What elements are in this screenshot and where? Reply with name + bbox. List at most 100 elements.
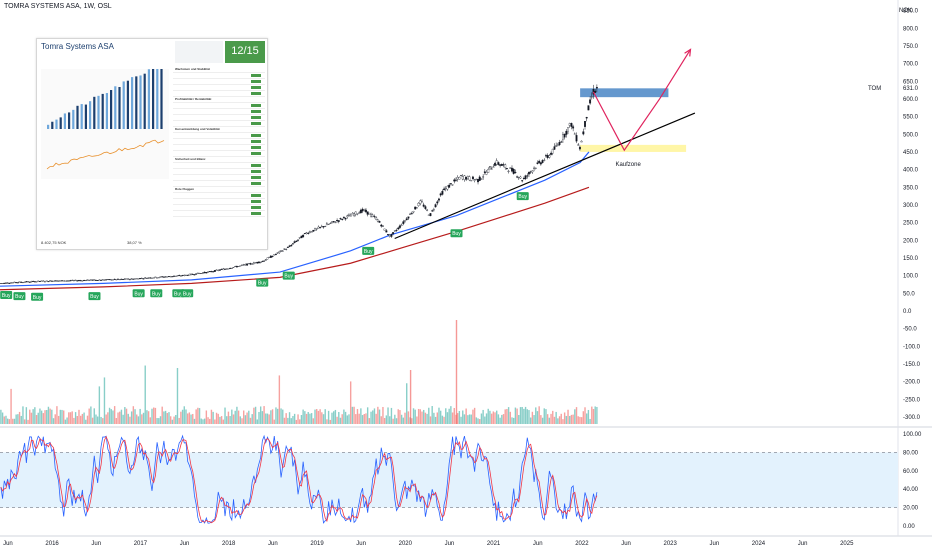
time-tick-label: 2018: [222, 541, 236, 547]
volume-bar: [387, 407, 389, 424]
volume-bar: [356, 409, 359, 424]
price-candle-body: [577, 144, 580, 146]
volume-bar: [293, 413, 296, 424]
volume-bar: [409, 370, 412, 424]
volume-bar: [433, 412, 435, 424]
price-candle-body: [40, 280, 43, 282]
price-candle-body: [110, 279, 113, 281]
price-candle-body: [465, 177, 468, 180]
volume-bar: [490, 413, 493, 424]
volume-bar: [428, 407, 430, 424]
volume-bar: [310, 413, 313, 424]
volume-bar: [127, 413, 129, 424]
volume-bar: [565, 415, 568, 424]
volume-bar: [326, 419, 328, 424]
price-candle-body: [594, 90, 597, 93]
price-tick-label: 200.0: [903, 238, 919, 244]
stochastic-tick-label: 100.00: [903, 432, 922, 438]
price-candle-body: [305, 232, 308, 234]
price-candle-body: [88, 279, 91, 281]
price-candle-body: [332, 221, 335, 223]
price-candle-body: [371, 214, 374, 217]
volume-bar: [441, 415, 444, 424]
price-candle-body: [319, 226, 322, 228]
price-candle-body: [432, 209, 435, 211]
price-candle-body: [526, 175, 529, 177]
price-candle-body: [151, 277, 153, 279]
price-candle-body: [198, 273, 201, 275]
price-candle-body: [32, 280, 35, 282]
volume-bar: [132, 406, 135, 424]
price-tick-label: 450.0: [903, 150, 919, 156]
inset-check-row: [173, 151, 265, 157]
volume-bar: [198, 408, 201, 424]
volume-bar: [560, 413, 562, 424]
volume-bar: [200, 418, 202, 424]
price-tick-label: -100.0: [903, 344, 921, 350]
inset-bar: [160, 69, 163, 130]
volume-bar: [292, 415, 294, 424]
price-candle-body: [509, 167, 512, 169]
price-candle-body: [551, 148, 554, 154]
price-candle-body: [543, 159, 546, 161]
inset-section-header: Rote Flaggen: [173, 187, 265, 193]
price-candle-body: [230, 267, 233, 269]
price-candle-body: [263, 260, 266, 262]
price-candle-body: [52, 280, 55, 282]
time-tick-label: 2024: [752, 541, 766, 547]
price-candle-body: [93, 279, 96, 281]
price-candle-body: [256, 261, 259, 264]
time-tick-label: Jun: [533, 541, 543, 547]
price-candle-body: [179, 275, 182, 277]
buy-signal-box: [362, 246, 375, 255]
buy-signal-box: [88, 292, 101, 301]
price-candle-body: [244, 264, 247, 266]
buy-signal-box: [181, 289, 194, 298]
volume-bar: [480, 413, 483, 424]
price-candle-body: [344, 217, 347, 220]
price-candle-body: [205, 272, 208, 274]
buy-signal: Buy: [181, 289, 194, 298]
inset-check-row: [173, 145, 265, 151]
volume-bar: [482, 409, 484, 424]
price-candle-body: [587, 105, 590, 111]
price-candle-body: [173, 275, 176, 277]
volume-bar: [497, 414, 500, 424]
inset-section-header: Sicherheit und Bilanz: [173, 157, 265, 163]
price-candle-body: [468, 176, 471, 181]
price-tick-label: -250.0: [903, 397, 921, 403]
price-candle-body: [295, 240, 298, 242]
inset-metrics: [175, 41, 223, 63]
volume-bar: [361, 415, 364, 424]
buy-signal: Buy: [150, 289, 163, 298]
price-candle-body: [100, 279, 103, 281]
price-candle-body: [106, 279, 109, 280]
volume-bar: [400, 414, 403, 424]
price-candle-body: [134, 278, 136, 280]
volume-bar: [297, 414, 299, 424]
volume-bar: [349, 381, 352, 424]
volume-bar: [416, 416, 418, 424]
buy-signal-box: [282, 271, 295, 280]
price-candle-body: [130, 278, 133, 280]
volume-bar: [592, 409, 595, 424]
price-candle-body: [381, 225, 384, 227]
inset-score-box: 12/15: [225, 41, 265, 63]
price-candle-body: [507, 170, 510, 172]
volume-bar: [526, 409, 528, 424]
price-candle-body: [550, 152, 553, 155]
price-candle-body: [103, 279, 106, 281]
volume-bar: [417, 408, 420, 424]
inset-mini-chart: [41, 69, 169, 179]
volume-bar: [421, 411, 423, 424]
volume-bar: [226, 416, 228, 424]
price-candle-body: [42, 280, 45, 282]
volume-bar: [390, 407, 393, 424]
price-candle-body: [156, 277, 159, 279]
price-candle-body: [79, 280, 82, 282]
volume-bar: [465, 408, 467, 424]
price-candle-body: [346, 215, 349, 218]
price-candle-body: [490, 168, 493, 170]
inset-check-row: [173, 73, 265, 79]
